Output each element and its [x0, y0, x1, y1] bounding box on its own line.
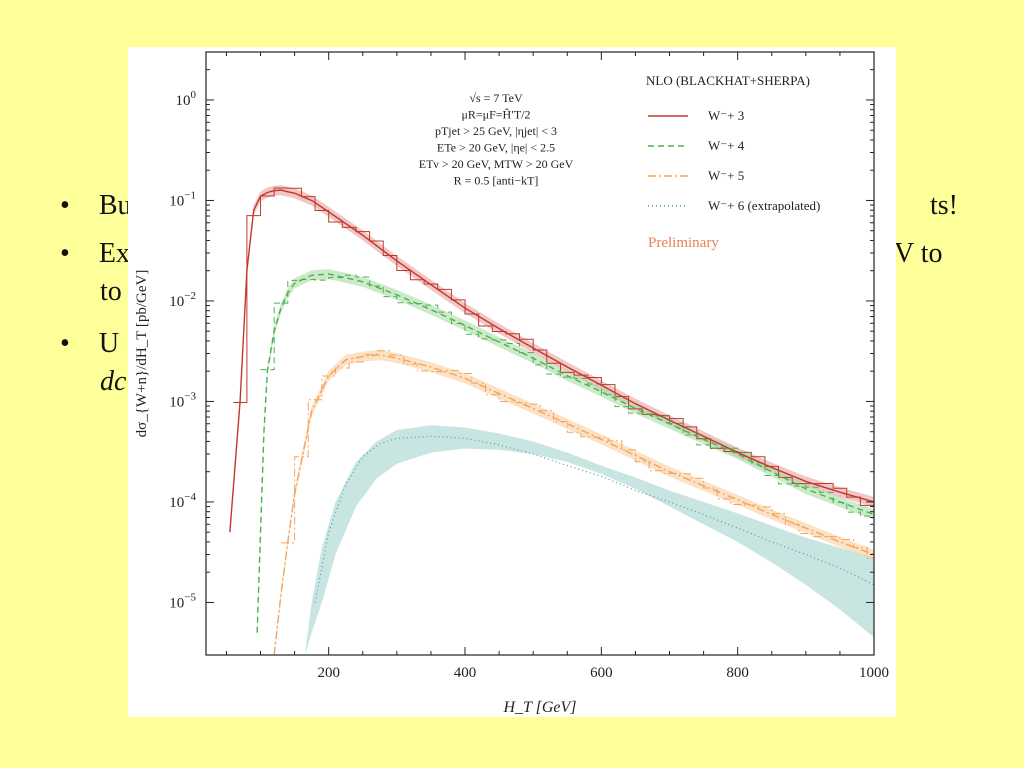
bullet-line-5: dc: [100, 366, 127, 397]
bullet-text-right-2: V to: [894, 238, 943, 269]
y-tick-label: 100: [176, 89, 197, 109]
preliminary-annotation: Preliminary: [648, 235, 719, 251]
bullet-line-4: • U: [60, 328, 119, 360]
x-tick-label: 200: [317, 665, 340, 681]
bullet-dot: •: [60, 190, 70, 221]
y-axis-label: dσ_{W+n}/dH_T [pb/GeV]: [134, 270, 150, 438]
x-axis-label: H_T [GeV]: [502, 699, 576, 716]
series-line-6: [314, 435, 874, 603]
series-histogram-3: [233, 187, 874, 506]
bullet-text-left: Bu: [98, 190, 132, 221]
series-line-3: [229, 189, 874, 533]
bullet-dot: •: [60, 238, 70, 269]
y-tick-label: 10−2: [169, 290, 196, 310]
series-line-4: [256, 273, 874, 633]
bullet-dot: •: [60, 328, 70, 359]
bullet-text-left: U: [98, 328, 120, 359]
chart-panel: 200 400 600 800 1000 100 10−1 10−2 10−3 10−4 10−5 H…: [128, 47, 896, 717]
series-band-3: [229, 185, 874, 538]
bullet-text-right-1: ts!: [930, 190, 958, 221]
cut-label: μR=μF=Ĥ′T/2: [461, 108, 530, 122]
cut-label: ETν > 20 GeV, MTW > 20 GeV: [419, 157, 574, 171]
cut-label: R = 0.5 [anti−kT]: [454, 174, 539, 188]
bullet-text-left: Ex: [98, 238, 130, 269]
y-tick-label: 10−4: [169, 491, 196, 511]
y-tick-label: 10−1: [169, 189, 196, 209]
y-tick-label: 10−3: [169, 390, 196, 410]
series-histogram-5: [280, 350, 874, 559]
series-histogram-4: [260, 274, 874, 517]
cut-label: ETe > 20 GeV, |ηe| < 2.5: [437, 141, 555, 155]
ht-distribution-chart: 200 400 600 800 1000 100 10−1 10−2 10−3 10−4 10−5 H…: [134, 51, 889, 716]
series-line-5: [273, 354, 874, 655]
series-w6-uncertainty-band: [304, 425, 874, 655]
legend-label: W⁻+ 6 (extrapolated): [708, 198, 820, 213]
bullet-line-2: • Ex: [60, 238, 130, 270]
x-tick-label: 1000: [859, 665, 889, 681]
x-tick-label: 600: [590, 665, 613, 681]
plot-area: [229, 185, 874, 655]
cut-label: √s = 7 TeV: [469, 91, 523, 105]
legend-label: W⁻+ 3: [708, 108, 744, 123]
legend-label: W⁻+ 4: [708, 138, 745, 153]
bullet-line-1: • Bu: [60, 190, 132, 222]
x-tick-label: 800: [726, 665, 749, 681]
series-band-5: [274, 350, 874, 655]
bullet-line-3: to: [100, 276, 122, 307]
x-tick-label: 400: [454, 665, 477, 681]
y-tick-label: 10−5: [169, 591, 196, 611]
cut-label: pTjet > 25 GeV, |ηjet| < 3: [435, 124, 557, 138]
legend-label: W⁻+ 5: [708, 168, 744, 183]
legend-title: NLO (BLACKHAT+SHERPA): [646, 73, 810, 88]
